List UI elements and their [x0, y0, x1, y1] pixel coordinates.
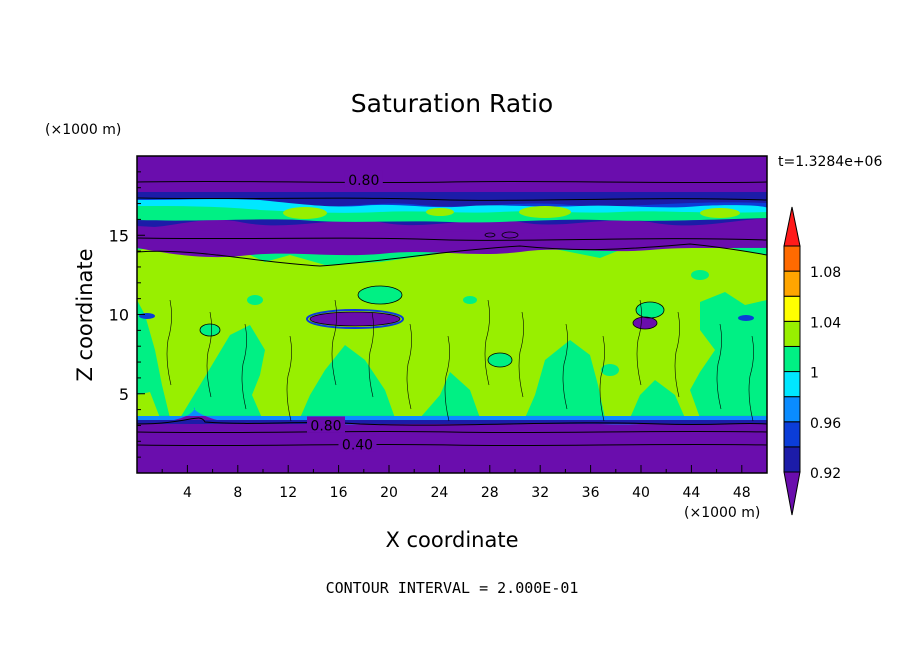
x-tick-label-6: 28 [481, 485, 499, 501]
field-region-yellowgreen-4 [137, 392, 160, 418]
chart-title: Saturation Ratio [351, 89, 553, 118]
field-spot-green-0 [358, 286, 402, 304]
colorbar-segment-6 [783, 295, 801, 322]
colorbar: 0.92 0.96 1 1.04 1.08 [783, 206, 841, 516]
contour-loop-6 [487, 352, 513, 368]
contour-line-0 [137, 180, 767, 184]
x-tick-label-11: 48 [733, 485, 751, 501]
mid-patch-blue-2 [738, 315, 754, 321]
colorbar-segment-5 [783, 320, 801, 347]
upper-spot-yellowgreen-1 [426, 208, 454, 216]
y-tick-label-0: 5 [119, 385, 129, 404]
field-spot-green-6 [463, 296, 477, 304]
contour-line-2 [137, 430, 767, 434]
colorbar-label-0: 0.92 [810, 466, 841, 482]
colorbar-lower-arrow [783, 471, 801, 516]
colorbar-upper-arrow [783, 206, 801, 247]
field-spot-green-4 [247, 295, 263, 305]
contour-label-bg-1 [307, 416, 345, 433]
x-tick-label-4: 20 [380, 485, 398, 501]
field-spot-green-2 [488, 353, 512, 367]
x-axis-ticks: 4 8 12 16 20 24 28 32 36 40 44 48 [161, 465, 751, 501]
mid-patch-purple-1 [633, 317, 657, 329]
contour-line-5 [137, 237, 767, 241]
colorbar-segment-7 [783, 270, 801, 297]
contour-field [137, 156, 767, 473]
contour-streaks [166, 299, 754, 422]
contour-labels: 0.800.800.40 [307, 170, 383, 453]
contour-line-4 [137, 197, 767, 201]
contour-loop-7 [635, 301, 665, 319]
field-region-yellowgreen-3 [425, 262, 470, 312]
contour-loop-2 [357, 285, 403, 305]
contour-loop-0 [501, 231, 519, 239]
colorbar-segment-4 [783, 345, 801, 373]
contour-line-6 [137, 243, 767, 267]
contour-loop-5 [199, 323, 221, 337]
x-unit-label: (×1000 m) [684, 505, 760, 521]
contour-line-1 [137, 417, 767, 426]
mid-patch-blue-0 [306, 309, 404, 329]
colorbar-label-1: 0.96 [810, 416, 841, 432]
x-tick-label-1: 8 [233, 485, 242, 501]
contour-loop-1 [484, 232, 496, 238]
x-tick-label-5: 24 [430, 485, 448, 501]
x-tick-label-9: 40 [632, 485, 650, 501]
contour-loop-4 [309, 311, 401, 327]
contour-label-0: 0.80 [348, 173, 379, 189]
field-spot-green-7 [691, 270, 709, 280]
x-axis-label: X coordinate [385, 528, 518, 552]
contour-label-bg-0 [344, 170, 383, 187]
colorbar-segment-3 [783, 371, 801, 398]
contour-line-3 [137, 443, 767, 447]
field-spot-green-5 [601, 364, 619, 376]
contour-label-1: 0.80 [310, 418, 341, 434]
y-axis-ticks: 5 10 15 [109, 171, 145, 458]
upper-spot-yellowgreen-0 [283, 207, 327, 219]
contour-label-bg-2 [338, 435, 377, 452]
field-region-yellowgreen-2 [300, 270, 335, 306]
upper-spot-yellowgreen-3 [700, 208, 740, 218]
field-spot-green-3 [636, 302, 664, 318]
upper-spot-yellowgreen-2 [519, 206, 571, 218]
colorbar-segment-8 [783, 245, 801, 272]
x-tick-label-10: 44 [682, 485, 700, 501]
colorbar-label-4: 1.08 [810, 265, 841, 281]
colorbar-segment-2 [783, 396, 801, 423]
time-label: t=1.3284e+06 [778, 154, 882, 170]
contour-interval-label: CONTOUR INTERVAL = 2.000E-01 [326, 579, 579, 597]
x-tick-label-0: 4 [183, 485, 192, 501]
x-tick-label-7: 32 [531, 485, 549, 501]
y-axis-label: Z coordinate [73, 248, 97, 381]
colorbar-label-3: 1.04 [810, 315, 841, 331]
field-region-yellowgreen-1 [548, 262, 595, 330]
colorbar-segment-1 [783, 421, 801, 448]
x-tick-label-3: 16 [330, 485, 348, 501]
x-tick-label-8: 36 [582, 485, 600, 501]
y-tick-label-2: 15 [109, 226, 129, 245]
field-spot-green-1 [200, 324, 220, 336]
colorbar-label-2: 1 [810, 366, 819, 382]
contour-label-2: 0.40 [342, 437, 373, 453]
contour-loop-3 [632, 316, 658, 330]
mid-patch-blue-1 [139, 313, 155, 319]
y-tick-label-1: 10 [109, 306, 129, 325]
mid-patch-purple-0 [310, 312, 400, 326]
colorbar-segment-0 [783, 446, 801, 473]
x-tick-label-2: 12 [279, 485, 297, 501]
y-unit-label: (×1000 m) [45, 122, 121, 138]
upper-band-green [137, 206, 767, 223]
